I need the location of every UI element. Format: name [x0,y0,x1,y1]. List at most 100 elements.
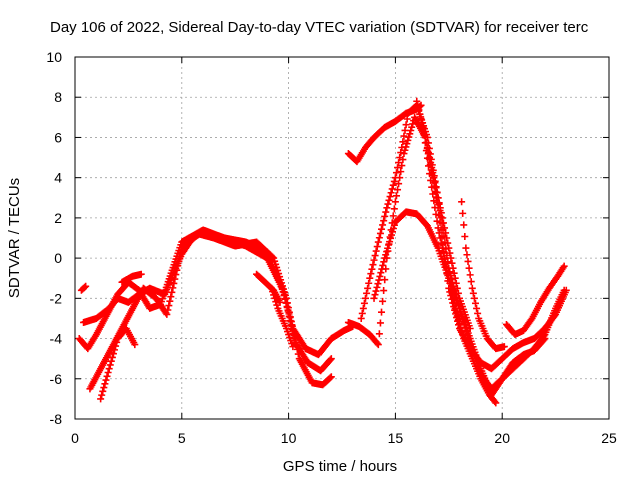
data-point [527,316,535,324]
data-point [444,239,452,247]
data-point [373,283,381,291]
data-point [283,299,291,307]
plot-frame [74,56,610,420]
data-point [432,184,440,192]
data-point [380,217,388,225]
data-point [454,316,462,324]
data-point [447,284,455,292]
data-point [112,342,120,350]
data-point [389,224,397,232]
y-axis-label: SDTVAR / TECUs [6,178,23,298]
y-tick-label: 0 [54,250,62,266]
data-point [403,140,411,148]
data-point [395,159,403,167]
data-point [386,238,394,246]
data-point [376,229,384,237]
data-point [101,380,109,388]
y-tick-label: -4 [50,331,63,347]
data-point [458,198,466,206]
data-point [467,278,475,286]
data-point [392,192,400,200]
data-point [390,221,398,229]
data-point [416,110,424,118]
data-point [163,310,171,318]
data-point [474,309,482,317]
data-point [390,177,398,185]
data-point [406,130,414,138]
data-point [389,212,397,220]
data-point [176,253,184,261]
data-point [397,149,405,157]
data-point [371,252,379,260]
data-point [433,189,441,197]
series-track-9 [357,101,549,393]
data-point [437,239,445,247]
data-point [384,244,392,252]
data-point [413,97,421,105]
data-point [97,395,105,403]
data-point [289,343,297,351]
data-point [399,138,407,146]
data-point [327,373,335,381]
data-point [442,259,450,267]
data-point [436,234,444,242]
data-point [374,280,382,288]
y-tick-label: 4 [54,170,62,186]
data-point [98,391,106,399]
data-point [437,209,445,217]
series-layer [75,97,570,407]
y-tick-label: -8 [50,411,63,427]
data-point [363,289,371,297]
data-point [375,234,383,242]
data-point [103,372,111,380]
x-tick-label: 15 [388,430,404,446]
data-point [111,346,119,354]
data-point [443,234,451,242]
data-point [374,341,382,349]
series-track-13 [458,198,508,353]
data-point [169,284,177,292]
data-point [106,361,114,369]
y-tick-label: 6 [54,129,62,145]
data-point [385,241,393,249]
data-point [326,374,334,382]
data-point [167,293,175,301]
data-point [441,224,449,232]
data-point [450,299,458,307]
data-point [415,106,423,114]
data-point [560,262,568,270]
data-point [459,209,467,217]
data-point [470,294,478,302]
data-point [429,169,437,177]
data-point [383,204,391,212]
data-point [272,298,280,306]
data-point [428,164,436,172]
data-point [173,266,181,274]
data-point [442,229,450,237]
data-point [370,256,378,264]
data-point [397,168,405,176]
data-point [452,279,460,287]
data-point [368,265,376,273]
data-point [105,365,113,373]
data-point [447,254,455,262]
data-point [560,286,568,294]
data-point [174,262,182,270]
data-point [448,289,456,297]
x-tick-label: 0 [71,430,79,446]
data-point [423,144,431,151]
data-point [463,251,471,259]
data-point [389,181,397,189]
data-point [373,339,381,347]
data-point [431,179,439,187]
data-point [460,221,468,229]
data-point [375,276,383,284]
data-point [388,231,396,239]
data-point [405,133,413,141]
data-point [461,232,469,240]
data-point [271,294,279,302]
data-point [422,138,430,146]
data-point [113,338,121,346]
data-point [367,270,375,278]
data-point [109,350,117,358]
